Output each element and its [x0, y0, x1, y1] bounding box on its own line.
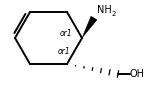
Text: or1: or1 [58, 47, 71, 56]
Text: OH: OH [130, 69, 145, 79]
Polygon shape [82, 16, 97, 38]
Text: 2: 2 [112, 11, 116, 17]
Text: NH: NH [97, 5, 112, 15]
Text: or1: or1 [60, 30, 73, 39]
